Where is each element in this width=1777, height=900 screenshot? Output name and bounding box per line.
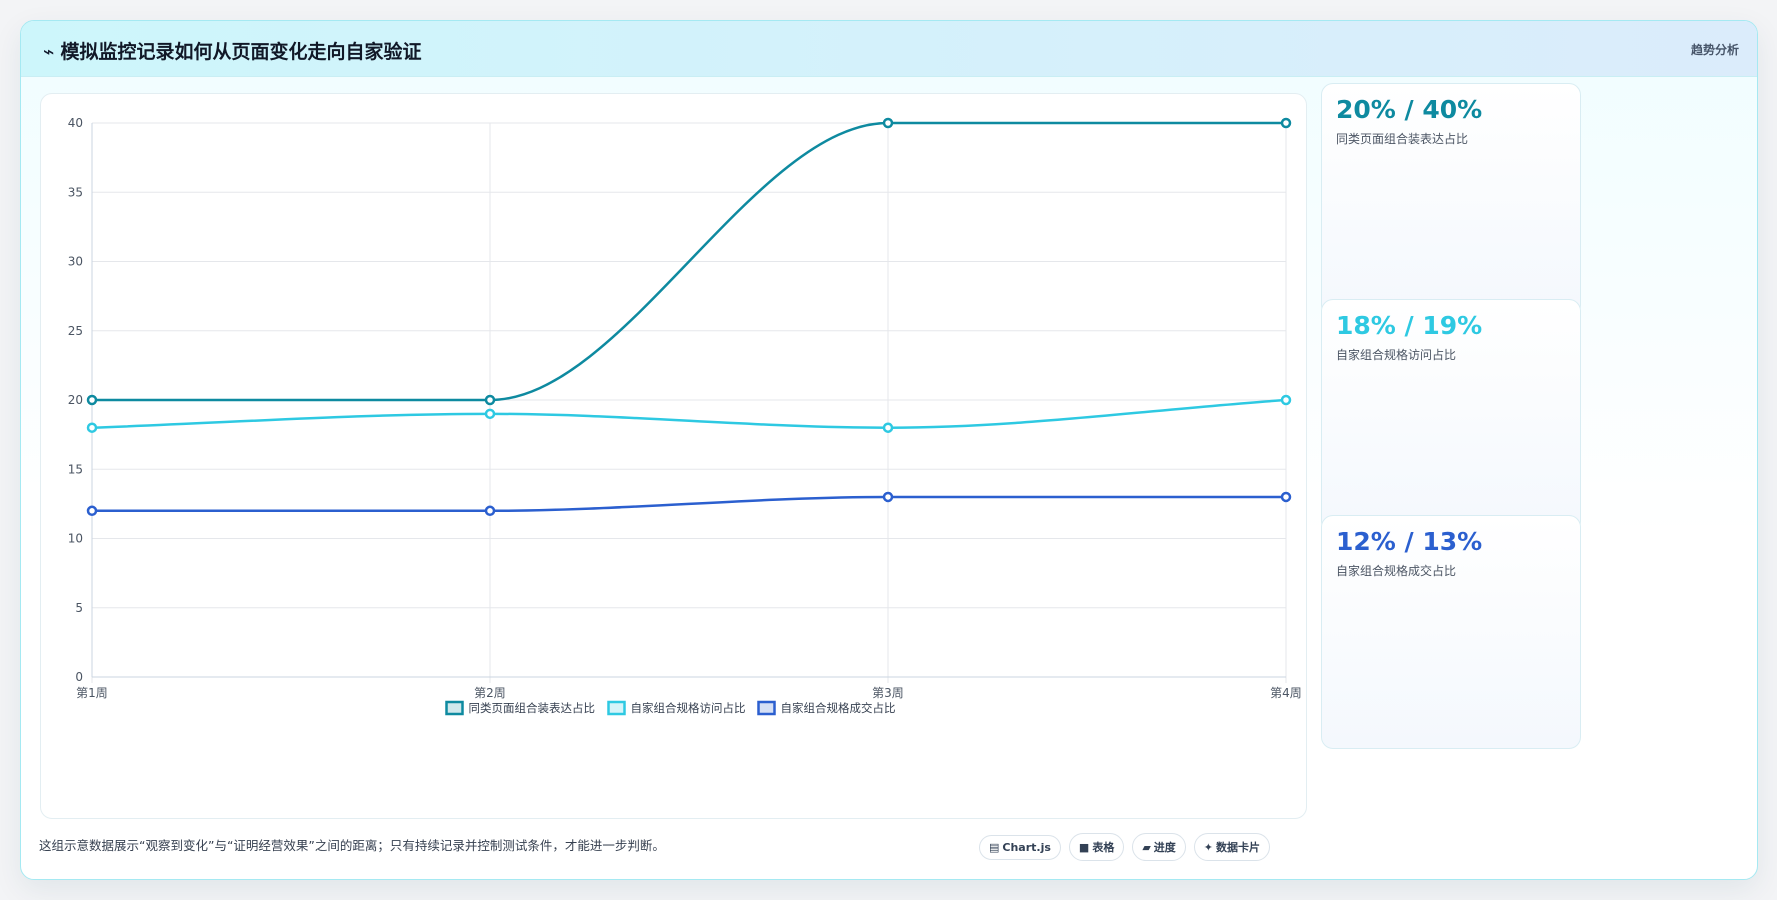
page-title: ⌁ 模拟监控记录如何从页面变化走向自家验证	[43, 37, 421, 64]
data-point	[86, 422, 98, 433]
stat-value-3: 12% / 13%	[1336, 527, 1483, 556]
chart-icon: ▤	[989, 841, 1000, 854]
pill-table[interactable]: ■ 表格	[1068, 833, 1125, 861]
data-point	[882, 491, 894, 503]
stat-label-2: 自家组合规格访问占比	[1336, 348, 1457, 362]
data-point	[484, 408, 496, 420]
legend-label: 自家组合规格访问占比	[631, 701, 746, 715]
data-point	[882, 117, 894, 129]
pill-chartjs[interactable]: ▤ Chart.js	[979, 835, 1061, 860]
data-point	[86, 394, 98, 406]
y-tick-label: 20	[68, 393, 83, 407]
data-point	[484, 394, 496, 406]
y-tick-label: 15	[68, 462, 83, 476]
y-tick-label: 35	[68, 185, 83, 199]
data-point	[1280, 491, 1292, 503]
tech-pills: ▤ Chart.js ■ 表格 ▰ 进度 ✦ 数据卡片	[979, 833, 1278, 861]
card-header: ⌁ 模拟监控记录如何从页面变化走向自家验证 趋势分析	[21, 21, 1757, 77]
y-tick-label: 30	[68, 255, 83, 269]
stat-value-1: 20% / 40%	[1336, 95, 1483, 124]
pill-label: 表格	[1092, 841, 1115, 854]
legend-swatch	[445, 700, 464, 716]
trend-icon: ⌁	[43, 41, 55, 63]
y-tick-label: 5	[75, 601, 83, 615]
data-point	[1280, 117, 1292, 129]
data-point	[484, 505, 496, 517]
y-tick-label: 40	[68, 116, 83, 130]
pill-progress[interactable]: ▰ 进度	[1132, 833, 1186, 861]
stat-label-1: 同类页面组合装表达占比	[1336, 132, 1469, 146]
chart-card: ⌁ 模拟监控记录如何从页面变化走向自家验证 趋势分析 0 5 10 15 20 25 30 35…	[20, 20, 1758, 880]
data-point	[882, 422, 894, 433]
y-tick-label: 0	[75, 670, 83, 684]
stat-card-2: 18% / 19% 自家组合规格访问占比	[1321, 299, 1581, 533]
series-line-1	[92, 121, 1286, 402]
data-point	[1280, 394, 1292, 406]
x-tick-label: 第1周	[76, 686, 108, 700]
page-title-text: 模拟监控记录如何从页面变化走向自家验证	[60, 41, 422, 63]
card-icon: ✦	[1203, 841, 1214, 854]
table-icon: ■	[1078, 841, 1090, 854]
pill-label: Chart.js	[1002, 841, 1051, 854]
pill-data-card[interactable]: ✦ 数据卡片	[1193, 833, 1271, 861]
line-chart-panel: 0 5 10 15 20 25 30 35 40 第1周 第2周 第3周 第4周同类页面组合装表达占比 自…	[40, 93, 1307, 819]
pill-label: 数据卡片	[1216, 841, 1261, 854]
y-tick-label: 10	[68, 532, 83, 546]
stat-card-1: 20% / 40% 同类页面组合装表达占比	[1321, 83, 1581, 317]
series-line-3	[92, 495, 1286, 513]
y-tick-label: 25	[68, 324, 83, 338]
x-tick-label: 第4周	[1270, 686, 1302, 700]
legend-label: 自家组合规格成交占比	[781, 701, 896, 715]
legend-label: 同类页面组合装表达占比	[469, 701, 596, 715]
stat-label-3: 自家组合规格成交占比	[1336, 564, 1457, 578]
stat-value-2: 18% / 19%	[1336, 311, 1483, 340]
x-tick-label: 第3周	[872, 686, 904, 700]
footnote: 这组示意数据展示“观察到变化”与“证明经营效果”之间的距离；只有持续记录并控制测…	[39, 838, 665, 853]
progress-icon: ▰	[1142, 841, 1151, 854]
pill-label: 进度	[1153, 841, 1176, 854]
legend-swatch	[757, 700, 776, 716]
x-tick-label: 第2周	[474, 686, 506, 700]
series-line-2	[91, 398, 1287, 429]
stat-card-3: 12% / 13% 自家组合规格成交占比	[1321, 515, 1581, 749]
data-point	[86, 505, 98, 517]
legend-swatch	[607, 700, 626, 716]
analysis-tag: 趋势分析	[1690, 43, 1739, 57]
